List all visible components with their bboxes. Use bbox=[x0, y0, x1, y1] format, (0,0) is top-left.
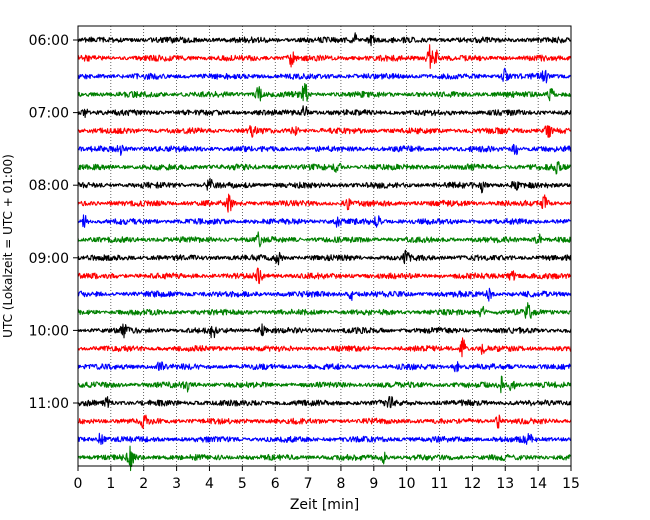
trace-0745 bbox=[77, 161, 572, 175]
trace-0645 bbox=[77, 82, 572, 102]
x-axis-label: Zeit [min] bbox=[290, 497, 359, 513]
x-tick-label: 9 bbox=[369, 476, 378, 492]
plot-frame bbox=[77, 25, 572, 467]
trace-0615 bbox=[77, 44, 572, 69]
y-tick-label: 07:00 bbox=[29, 106, 69, 122]
y-tick-label: 10:00 bbox=[29, 323, 69, 339]
x-tick-label: 1 bbox=[106, 476, 115, 492]
trace-1015 bbox=[77, 337, 572, 358]
trace-1100 bbox=[77, 396, 572, 409]
trace-0630 bbox=[77, 67, 572, 84]
trace-0945 bbox=[77, 302, 572, 319]
trace-0700 bbox=[77, 105, 572, 118]
grid-lines bbox=[110, 26, 539, 466]
traces bbox=[77, 32, 572, 472]
trace-1030 bbox=[77, 361, 572, 373]
trace-0915 bbox=[77, 267, 572, 285]
x-tick-label: 7 bbox=[304, 476, 313, 492]
trace-1115 bbox=[77, 414, 572, 430]
x-tick-label: 4 bbox=[205, 476, 214, 492]
y-tick-label: 06:00 bbox=[29, 33, 69, 49]
trace-0930 bbox=[77, 287, 572, 302]
x-axis: 0 1 2 3 4 5 6 7 8 9 10 11 12 13 14 15 bbox=[74, 466, 580, 492]
y-tick-label: 11:00 bbox=[29, 396, 69, 412]
trace-0600 bbox=[77, 32, 572, 47]
x-tick-label: 11 bbox=[431, 476, 449, 492]
y-axis-label: UTC (Lokalzeit = UTC + 01:00) bbox=[1, 154, 15, 338]
x-tick-label: 8 bbox=[336, 476, 345, 492]
x-tick-label: 10 bbox=[398, 476, 416, 492]
x-tick-label: 12 bbox=[463, 476, 481, 492]
trace-0730 bbox=[77, 143, 572, 156]
trace-0815 bbox=[77, 193, 572, 213]
trace-1045 bbox=[77, 375, 572, 394]
x-tick-label: 0 bbox=[74, 476, 83, 492]
trace-0830 bbox=[77, 214, 572, 228]
x-tick-label: 13 bbox=[496, 476, 514, 492]
x-tick-label: 6 bbox=[271, 476, 280, 492]
y-tick-label: 08:00 bbox=[29, 178, 69, 194]
trace-0715 bbox=[77, 125, 572, 139]
trace-1000 bbox=[77, 323, 572, 339]
trace-0845 bbox=[77, 231, 572, 248]
trace-1145 bbox=[77, 445, 572, 472]
y-axis: 06:00 07:00 08:00 09:00 10:00 11:00 bbox=[29, 33, 78, 412]
trace-1130 bbox=[77, 432, 572, 445]
x-tick-label: 2 bbox=[139, 476, 148, 492]
x-tick-label: 14 bbox=[529, 476, 547, 492]
y-tick-label: 09:00 bbox=[29, 251, 69, 267]
x-tick-label: 5 bbox=[238, 476, 247, 492]
x-tick-label: 3 bbox=[172, 476, 181, 492]
x-tick-label: 15 bbox=[562, 476, 580, 492]
trace-0800 bbox=[77, 177, 572, 194]
trace-0900 bbox=[77, 249, 572, 266]
